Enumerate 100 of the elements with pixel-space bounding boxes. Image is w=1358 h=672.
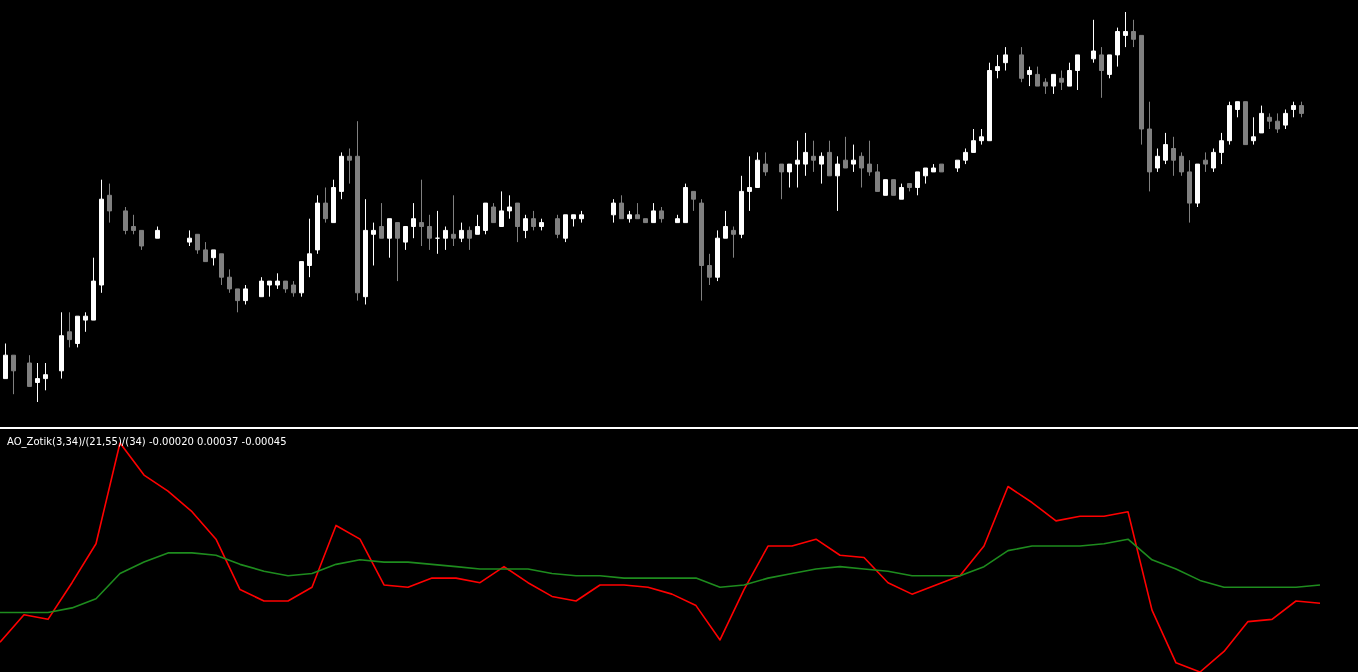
candlestick [355, 120, 360, 302]
candlestick [1099, 46, 1104, 99]
candlestick [259, 276, 264, 298]
candlestick [899, 183, 904, 200]
candlestick [531, 210, 536, 231]
candlestick [1163, 132, 1168, 165]
candlestick [211, 249, 216, 266]
candlestick [1179, 151, 1184, 177]
candlestick [971, 128, 976, 153]
candlestick [891, 179, 896, 196]
candlestick [875, 163, 880, 192]
candlestick [675, 214, 680, 224]
candlestick [1019, 46, 1024, 83]
candlestick [651, 202, 656, 224]
candlestick [187, 229, 192, 247]
candlestick [931, 163, 936, 173]
candlestick [851, 144, 856, 173]
candlestick [1003, 46, 1008, 71]
candlestick [643, 218, 648, 224]
candlestick [107, 183, 112, 224]
candlestick [835, 155, 840, 212]
candlestick [435, 210, 440, 255]
candlestick [715, 229, 720, 282]
candlestick [755, 151, 760, 188]
candlestick [859, 151, 864, 188]
candlestick [459, 222, 464, 243]
candlestick [1259, 105, 1264, 134]
candlestick [763, 151, 768, 177]
candlestick [619, 194, 624, 220]
candlestick [883, 179, 888, 196]
candlestick [915, 171, 920, 196]
candlestick [1251, 116, 1256, 146]
candlestick [939, 163, 944, 173]
candlestick [131, 214, 136, 235]
candlestick [1235, 101, 1240, 118]
candlestick [1091, 19, 1096, 64]
candlestick [1115, 27, 1120, 68]
candlestick [99, 179, 104, 294]
candlestick [1203, 151, 1208, 173]
candlestick [1075, 54, 1080, 91]
candlestick [155, 226, 160, 239]
candlestick [499, 190, 504, 227]
candlestick [539, 218, 544, 231]
candlestick [739, 175, 744, 239]
candlestick [1243, 101, 1248, 146]
candlestick [307, 218, 312, 278]
candlestick [1291, 101, 1296, 118]
candlestick [723, 210, 728, 239]
candlestick [747, 155, 752, 212]
candlestick [59, 311, 64, 380]
candlestick [811, 140, 816, 173]
candlestick [819, 151, 824, 185]
candlestick [515, 202, 520, 243]
candlestick [75, 315, 80, 348]
candlestick [507, 194, 512, 220]
candlestick [1219, 132, 1224, 165]
candlestick [843, 136, 848, 169]
candlestick [1147, 101, 1152, 192]
candlestick [979, 128, 984, 146]
candlestick [691, 190, 696, 212]
candlestick [683, 183, 688, 224]
candlestick [555, 214, 560, 239]
candlestick [235, 288, 240, 313]
candlestick [227, 268, 232, 294]
candlestick [427, 214, 432, 251]
candlestick [907, 183, 912, 192]
candlestick [1067, 62, 1072, 87]
candlestick [579, 210, 584, 224]
candlestick [3, 343, 8, 380]
candlestick [395, 222, 400, 282]
candlestick [731, 226, 736, 259]
candlestick [331, 179, 336, 224]
candlestick [291, 280, 296, 298]
candlestick [323, 187, 328, 224]
candlestick [387, 218, 392, 259]
candlestick [627, 210, 632, 224]
candlestick [443, 226, 448, 251]
candlestick [955, 159, 960, 173]
candlestick [11, 354, 16, 395]
candlestick [1187, 159, 1192, 224]
candlestick [467, 226, 472, 251]
candlestick [1139, 34, 1144, 146]
candlestick [995, 54, 1000, 79]
candlestick [523, 214, 528, 239]
candlestick [91, 257, 96, 321]
candlestick [1027, 66, 1032, 87]
candlestick [787, 163, 792, 188]
candlestick [1275, 112, 1280, 134]
candlestick [347, 148, 352, 185]
candlestick [699, 198, 704, 302]
candlestick [267, 280, 272, 298]
candlestick [795, 140, 800, 188]
candlestick [707, 253, 712, 286]
candlestick [139, 229, 144, 251]
candlestick [275, 272, 280, 290]
candlestick [283, 280, 288, 294]
chart-title: AO_Zotik(3,34)/(21,55)/(34) -0.00020 0.00037 -0.00045 [7, 435, 287, 448]
candlestick [827, 140, 832, 177]
candlestick [1123, 11, 1128, 48]
candlestick [1035, 66, 1040, 87]
